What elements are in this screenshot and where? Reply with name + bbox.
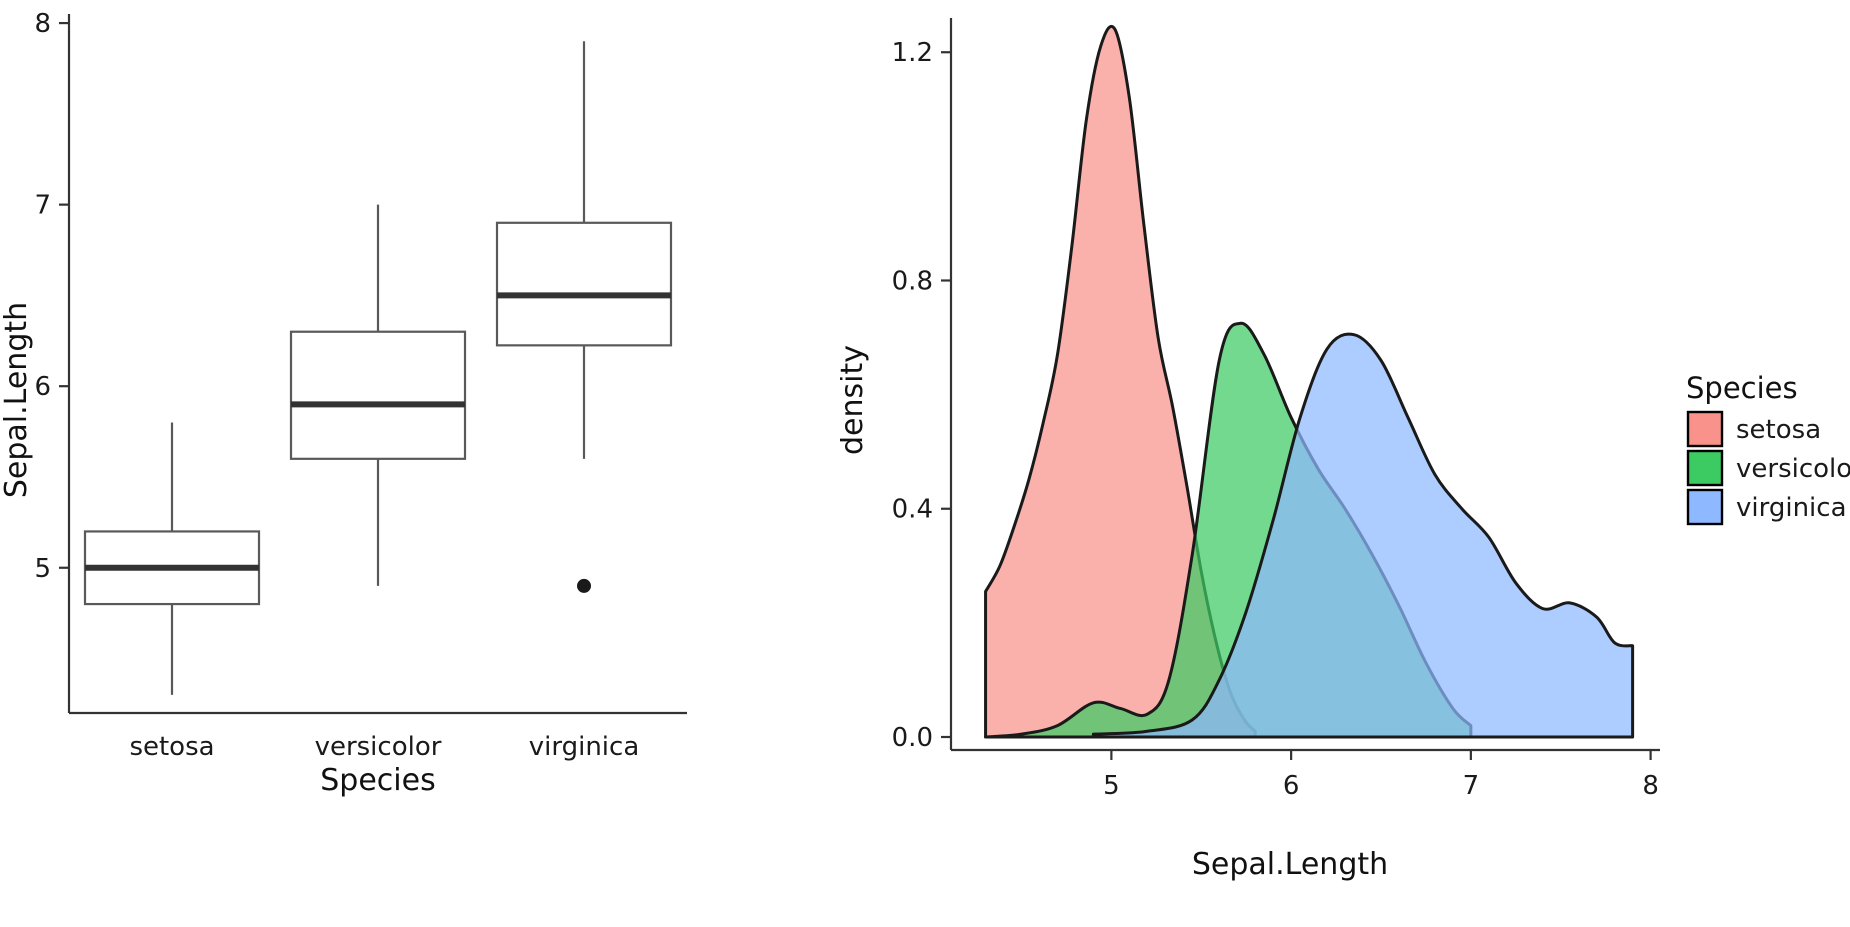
density-x-tick-labels: 5 6 7 8	[1103, 771, 1659, 801]
boxplot-x-axis-title: Species	[320, 763, 435, 798]
boxplot-y-tick-label: 5	[34, 554, 51, 584]
density-x-tick-label: 6	[1283, 771, 1300, 801]
legend-swatch-setosa[interactable]	[1686, 410, 1724, 448]
density-area-virginica	[1091, 332, 1635, 739]
legend-svg: Species setosa versicolor virginica	[1686, 371, 1850, 526]
boxplot-y-tick-labels: 5 6 7 8	[34, 9, 51, 584]
density-y-tick-labels: 0.0 0.4 0.8 1.2	[892, 38, 933, 753]
density-x-ticks	[1110, 750, 1652, 760]
density-svg: 0.0 0.4 0.8 1.2 5 6 7 8 density Sepal.Length	[840, 18, 1660, 882]
density-panel: 0.0 0.4 0.8 1.2 5 6 7 8 density Sepal.Length	[840, 0, 1680, 927]
legend-panel: Species setosa versicolor virginica	[1680, 0, 1850, 927]
density-y-axis-title: density	[840, 345, 870, 455]
density-y-tick-label: 0.8	[892, 266, 933, 296]
legend-items: setosa versicolor virginica	[1686, 410, 1850, 526]
boxplot-svg: 5 6 7 8 setosa versicolor virginica Sepal.Len…	[0, 9, 687, 798]
legend-title: Species	[1686, 371, 1798, 405]
density-x-tick-label: 7	[1463, 771, 1480, 801]
boxplot-box	[289, 330, 467, 460]
legend-swatch-virginica[interactable]	[1686, 488, 1724, 526]
density-y-tick-label: 0.4	[892, 495, 933, 525]
boxplot-x-tick-label: virginica	[529, 732, 640, 762]
boxplot-y-axis-title: Sepal.Length	[0, 302, 34, 498]
density-x-axis-title: Sepal.Length	[1192, 847, 1388, 882]
boxplot-x-tick-labels: setosa versicolor virginica	[129, 732, 639, 762]
legend-label-setosa: setosa	[1736, 415, 1821, 445]
legend-label-virginica: virginica	[1736, 493, 1847, 523]
density-x-tick-label: 5	[1103, 771, 1120, 801]
boxplot-panel: 5 6 7 8 setosa versicolor virginica Sepal.Len…	[0, 0, 840, 927]
boxplot-y-ticks	[59, 21, 69, 569]
density-areas	[984, 24, 1635, 739]
density-y-tick-label: 1.2	[892, 38, 933, 68]
boxplot-y-tick-label: 6	[34, 372, 51, 402]
boxplot-x-tick-label: versicolor	[315, 732, 442, 762]
density-y-ticks	[941, 51, 951, 739]
boxplot-y-tick-label: 8	[34, 9, 51, 39]
legend-label-versicolor: versicolor	[1736, 454, 1850, 484]
density-x-tick-label: 8	[1642, 771, 1659, 801]
boxplot-boxes	[83, 41, 673, 695]
boxplot-y-tick-label: 7	[34, 191, 51, 221]
boxplot-outlier	[577, 578, 591, 593]
density-y-tick-label: 0.0	[892, 723, 933, 753]
legend-swatch-versicolor[interactable]	[1686, 449, 1724, 487]
boxplot-x-tick-label: setosa	[129, 732, 214, 762]
boxplot-box	[495, 221, 673, 347]
